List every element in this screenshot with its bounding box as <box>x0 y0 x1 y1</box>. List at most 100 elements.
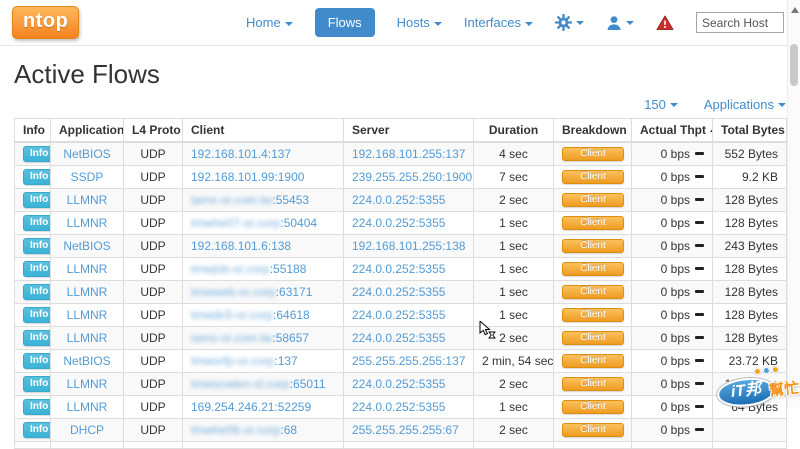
server-link[interactable]: 224.0.0.252:5355 <box>352 376 446 391</box>
thpt-value: 0 bps <box>660 353 690 368</box>
settings-menu[interactable] <box>555 14 584 31</box>
info-button[interactable]: Info <box>23 376 50 392</box>
chevron-down-icon <box>284 21 293 26</box>
col-header-breakdown[interactable]: Breakdown <box>553 118 632 143</box>
table-row: Info LLMNR UDP tmwjob-or.corp:55188 224.… <box>14 257 787 281</box>
server-link[interactable]: 239.255.255.250:1900 <box>352 169 473 184</box>
col-header-info[interactable]: Info <box>14 118 51 143</box>
applications-filter-label: Applications <box>703 96 774 112</box>
info-button[interactable]: Info <box>23 215 50 231</box>
table-row: Info NetBIOS UDP 192.168.101.6:138 192.1… <box>14 234 787 258</box>
thpt-value: 0 bps <box>660 284 690 299</box>
server-link[interactable]: 255.255.255.255:137 <box>352 353 466 368</box>
table-header-row: Info Application L4 Proto Client Server … <box>14 118 787 143</box>
client-port: :65011 <box>289 376 326 391</box>
info-button[interactable]: Info <box>23 261 50 277</box>
nav-item-hosts[interactable]: Hosts <box>397 15 442 30</box>
info-button[interactable]: Info <box>23 146 50 162</box>
application-link[interactable]: LLMNR <box>66 376 108 391</box>
client-link[interactable]: 192.168.101.4:137 <box>191 147 291 161</box>
duration-cell: 7 sec <box>473 165 554 189</box>
rows-limit-dropdown[interactable]: 150 <box>644 97 678 112</box>
duration-cell: 2 sec <box>473 188 554 212</box>
nav-home-label: Home <box>246 15 281 30</box>
duration-cell: 1 sec <box>473 257 554 281</box>
application-link[interactable]: NetBIOS <box>63 353 111 368</box>
bytes-cell: 552 Bytes <box>712 141 787 166</box>
client-link[interactable]: tmworfp-or.corp:137 <box>191 354 298 368</box>
account-menu[interactable] <box>606 15 634 31</box>
application-link[interactable]: LLMNR <box>66 330 108 345</box>
col-header-client[interactable]: Client <box>182 118 344 143</box>
alerts-indicator[interactable] <box>656 15 674 31</box>
client-link[interactable]: 192.168.101.6:138 <box>191 239 291 253</box>
l4proto-cell: UDP <box>123 349 183 373</box>
table-row: Info NetBIOS UDP tmworfp-or.corp:137 255… <box>14 349 787 373</box>
info-button[interactable]: Info <box>23 192 50 208</box>
server-link[interactable]: 224.0.0.252:5355 <box>352 307 446 322</box>
client-host: tams-or.com.tw <box>191 192 273 207</box>
application-link[interactable]: LLMNR <box>66 307 108 322</box>
scrollbar-thumb[interactable] <box>790 44 798 86</box>
application-link[interactable]: LLMNR <box>66 192 108 207</box>
server-link[interactable]: 224.0.0.252:5355 <box>352 261 446 276</box>
server-link[interactable]: 224.0.0.252:5355 <box>352 192 446 207</box>
table-row: Info LLMNR UDP tmwhe07-or.corp:50404 224… <box>14 211 787 235</box>
application-link[interactable]: LLMNR <box>66 261 108 276</box>
table-row: Info LLMNR UDP 169.254.246.21:52259 224.… <box>14 395 787 419</box>
trend-stable-icon <box>695 381 704 385</box>
info-button[interactable]: Info <box>23 238 50 254</box>
client-link[interactable]: tmwscwten-sl.corp:65011 <box>191 377 326 391</box>
col-header-server[interactable]: Server <box>343 118 474 143</box>
ntop-logo[interactable]: ntop <box>12 6 80 39</box>
client-host: 192.168.101.99 <box>191 169 275 184</box>
search-host-input[interactable] <box>696 12 784 33</box>
application-link[interactable]: DHCP <box>69 422 104 437</box>
application-link[interactable]: LLMNR <box>66 284 108 299</box>
table-row: Info LLMNR UDP tmwscwten-sl.corp:65011 2… <box>14 372 787 396</box>
client-link[interactable]: tmwdc5-or.corp:64618 <box>191 308 310 322</box>
client-link[interactable]: tmwhe07-or.corp:50404 <box>191 216 317 230</box>
col-header-l4proto[interactable]: L4 Proto <box>123 118 183 143</box>
nav-item-flows[interactable]: Flows <box>314 8 375 37</box>
application-link[interactable]: NetBIOS <box>63 238 111 253</box>
application-link[interactable]: SSDP <box>70 169 104 184</box>
server-link[interactable]: 192.168.101.255:137 <box>352 146 466 161</box>
duration-cell: 2 sec <box>473 372 554 396</box>
breakdown-client-bar: Client <box>562 216 624 230</box>
client-link[interactable]: tams-or.com.tw:55453 <box>191 193 309 207</box>
duration-cell: 1 sec <box>473 303 554 327</box>
l4proto-cell: UDP <box>123 280 183 304</box>
info-button[interactable]: Info <box>23 169 50 185</box>
col-header-application[interactable]: Application <box>50 118 124 143</box>
info-button[interactable]: Info <box>23 399 50 415</box>
client-link[interactable]: tams-or.com.tw:58657 <box>191 331 309 345</box>
bytes-cell: 243 Bytes <box>712 234 787 258</box>
server-link[interactable]: 224.0.0.252:5355 <box>352 284 446 299</box>
server-link[interactable]: 255.255.255.255:67 <box>352 422 459 437</box>
info-button[interactable]: Info <box>23 422 50 438</box>
col-header-total-bytes[interactable]: Total Bytes <box>712 118 787 143</box>
server-link[interactable]: 224.0.0.252:5355 <box>352 330 446 345</box>
client-host: 192.168.101.4 <box>191 146 268 161</box>
col-header-actual-thpt[interactable]: Actual Thpt <box>631 118 713 143</box>
client-port: :137 <box>267 146 292 161</box>
server-link[interactable]: 224.0.0.252:5355 <box>352 215 446 230</box>
application-link[interactable]: NetBIOS <box>63 146 111 161</box>
client-link[interactable]: tmwjob-or.corp:55188 <box>191 262 306 276</box>
applications-filter-dropdown[interactable]: Applications <box>704 97 786 112</box>
application-link[interactable]: LLMNR <box>66 215 108 230</box>
client-link[interactable]: tmwhe06-or.corp:68 <box>191 423 297 437</box>
info-button[interactable]: Info <box>23 284 50 300</box>
nav-item-home[interactable]: Home <box>246 15 293 30</box>
info-button[interactable]: Info <box>23 330 50 346</box>
col-header-duration[interactable]: Duration <box>473 118 554 143</box>
info-button[interactable]: Info <box>23 307 50 323</box>
vertical-scrollbar[interactable] <box>787 0 800 407</box>
server-link[interactable]: 192.168.101.255:138 <box>352 238 466 253</box>
client-link[interactable]: 192.168.101.99:1900 <box>191 170 304 184</box>
client-link[interactable]: tmwweb-or.corp:63171 <box>191 285 312 299</box>
nav-item-interfaces[interactable]: Interfaces <box>464 15 533 30</box>
scroll-up-arrow-icon[interactable] <box>791 7 799 13</box>
info-button[interactable]: Info <box>23 353 50 369</box>
